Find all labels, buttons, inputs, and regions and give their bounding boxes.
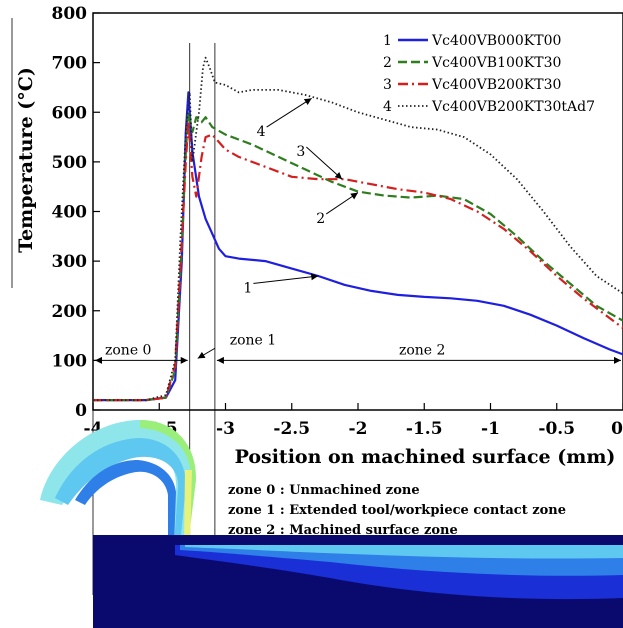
chip-mid bbox=[55, 438, 186, 545]
y-tick-label: 600 bbox=[52, 103, 88, 123]
y-tick-label: 500 bbox=[52, 153, 88, 173]
zone-boundaries bbox=[92, 43, 216, 595]
curve-label-arrow bbox=[306, 146, 343, 180]
y-tick-label: 700 bbox=[52, 54, 88, 74]
legend-number: 4 bbox=[383, 99, 392, 115]
zone2-label: zone 2 bbox=[399, 342, 445, 358]
plot-area bbox=[92, 12, 623, 411]
y-axis: 0 100 200 300 400 500 600 700 800 bbox=[52, 4, 100, 421]
zone-note-2: zone 2 : Machined surface zone bbox=[228, 523, 458, 538]
series-line-3 bbox=[93, 121, 623, 402]
x-tick-label: -2.5 bbox=[273, 419, 310, 439]
chip-outer bbox=[40, 420, 195, 545]
legend-entry: Vc400VB000KT00 bbox=[431, 33, 561, 49]
zone1-label: zone 1 bbox=[230, 332, 276, 348]
zone-note-1: zone 1 : Extended tool/workpiece contact… bbox=[228, 503, 566, 518]
legend-number: 2 bbox=[383, 55, 392, 71]
zone-notes: zone 0 : Unmachined zone zone 1 : Extend… bbox=[228, 483, 566, 538]
plot-frame bbox=[92, 12, 623, 411]
y-tick-label: 400 bbox=[52, 203, 88, 223]
y-tick-label: 200 bbox=[52, 302, 88, 322]
zone0-label: zone 0 bbox=[105, 342, 151, 358]
zone1-arrow bbox=[197, 347, 215, 359]
x-tick-label: -1.5 bbox=[406, 419, 443, 439]
y-axis-label: Temperature (°C) bbox=[15, 67, 37, 253]
curve-label-1: 1 bbox=[243, 280, 252, 296]
workpiece-heated-3 bbox=[185, 545, 623, 559]
chip-inner bbox=[75, 460, 176, 545]
series-group bbox=[93, 56, 623, 402]
legend: 1 Vc400VB000KT00 2 Vc400VB100KT30 3 Vc400VB20… bbox=[383, 33, 595, 115]
workpiece-step bbox=[150, 535, 172, 545]
curve-label-arrow bbox=[266, 97, 312, 128]
x-tick-label: -1 bbox=[481, 419, 500, 439]
zone-annotations: zone 0 zone 1 zone 2 bbox=[95, 332, 621, 364]
legend-entry: Vc400VB100KT30 bbox=[431, 55, 561, 71]
x-tick-label: -0.5 bbox=[538, 419, 575, 439]
zone-note-0: zone 0 : Unmachined zone bbox=[228, 483, 420, 498]
y-tick-label: 100 bbox=[52, 351, 88, 371]
curve-label-2: 2 bbox=[316, 211, 325, 227]
y-tick-label: 0 bbox=[75, 401, 87, 421]
simulation-temperature-field bbox=[40, 420, 623, 628]
y-tick-label: 800 bbox=[52, 4, 88, 24]
chip-hot-core bbox=[184, 470, 192, 545]
x-axis-label: Position on machined surface (mm) bbox=[235, 446, 616, 468]
legend-number: 1 bbox=[383, 33, 392, 49]
x-tick-label: 0 bbox=[611, 419, 623, 439]
curve-label-4: 4 bbox=[257, 124, 266, 140]
x-tick-label: -2 bbox=[349, 419, 368, 439]
curve-label-arrow bbox=[253, 273, 319, 284]
series-line-2 bbox=[93, 111, 623, 402]
x-tick-label: -3 bbox=[216, 419, 235, 439]
legend-entry: Vc400VB200KT30 bbox=[431, 77, 561, 93]
y-tick-label: 300 bbox=[52, 252, 88, 272]
curve-label-3: 3 bbox=[296, 144, 305, 160]
curve-labels: 1 2 3 4 bbox=[243, 97, 359, 296]
legend-number: 3 bbox=[383, 77, 392, 93]
curve-label-arrow bbox=[325, 192, 359, 215]
legend-entry: Vc400VB200KT30tAd7 bbox=[431, 99, 595, 115]
series-line-1 bbox=[93, 91, 623, 402]
series-line-4 bbox=[93, 56, 623, 401]
